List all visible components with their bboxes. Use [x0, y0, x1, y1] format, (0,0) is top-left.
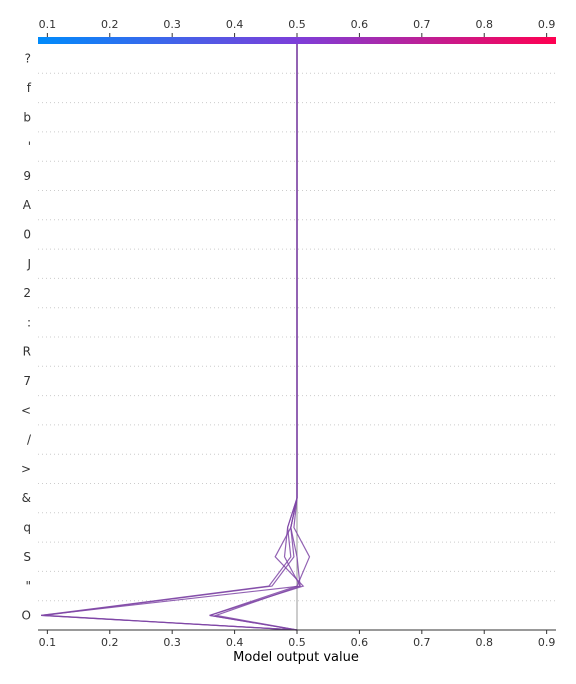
feature-label: > — [21, 462, 31, 476]
feature-label: S — [23, 550, 31, 564]
x-tick-label: 0.1 — [39, 636, 57, 649]
feature-label: O — [22, 608, 31, 622]
decision-lines — [41, 44, 311, 631]
top-tick-label: 0.6 — [351, 18, 369, 31]
x-tick-label: 0.6 — [351, 636, 369, 649]
feature-label: A — [23, 198, 32, 212]
feature-label: / — [27, 433, 32, 447]
feature-label: q — [23, 520, 31, 534]
feature-label: ' — [28, 140, 31, 154]
x-tick-label: 0.2 — [101, 636, 119, 649]
top-tick-label: 0.7 — [413, 18, 431, 31]
x-tick-label: 0.7 — [413, 636, 431, 649]
feature-label: < — [21, 403, 31, 417]
feature-label: ? — [25, 52, 31, 66]
feature-label: " — [25, 579, 31, 593]
top-tick-label: 0.9 — [538, 18, 556, 31]
x-tick-label: 0.9 — [538, 636, 556, 649]
feature-label: & — [22, 491, 31, 505]
top-tick-label: 0.8 — [475, 18, 493, 31]
colorbar-gradient — [38, 37, 556, 44]
top-tick-label: 0.2 — [101, 18, 119, 31]
top-tick-label: 0.4 — [226, 18, 244, 31]
feature-label: : — [27, 315, 31, 329]
x-axis: 0.1 0.1 0.2 0.2 0.3 0.3 0.4 0.4 0.5 0.5 0.6 0.6 0.7 0… — [38, 18, 556, 649]
feature-labels: ? f b ' 9 A 0 J 2: R 7 < / > & q S " O — [21, 52, 32, 623]
top-tick-label: 0.3 — [163, 18, 181, 31]
colorbar — [38, 37, 556, 44]
feature-label: J — [26, 257, 31, 271]
feature-label: 7 — [23, 374, 31, 388]
feature-label: 2 — [23, 286, 31, 300]
feature-label: 0 — [23, 227, 31, 241]
x-tick-label: 0.4 — [226, 636, 244, 649]
top-tick-label: 0.5 — [288, 18, 306, 31]
x-tick-label: 0.3 — [163, 636, 181, 649]
feature-label: 9 — [23, 169, 31, 183]
feature-label: b — [23, 110, 31, 124]
feature-label: R — [23, 345, 31, 359]
feature-label: f — [27, 81, 32, 95]
decision-line-6 — [213, 44, 301, 631]
x-tick-label: 0.5 — [288, 636, 306, 649]
x-tick-label: 0.8 — [475, 636, 493, 649]
top-tick-label: 0.1 — [39, 18, 57, 31]
x-axis-title: Model output value — [233, 650, 359, 665]
